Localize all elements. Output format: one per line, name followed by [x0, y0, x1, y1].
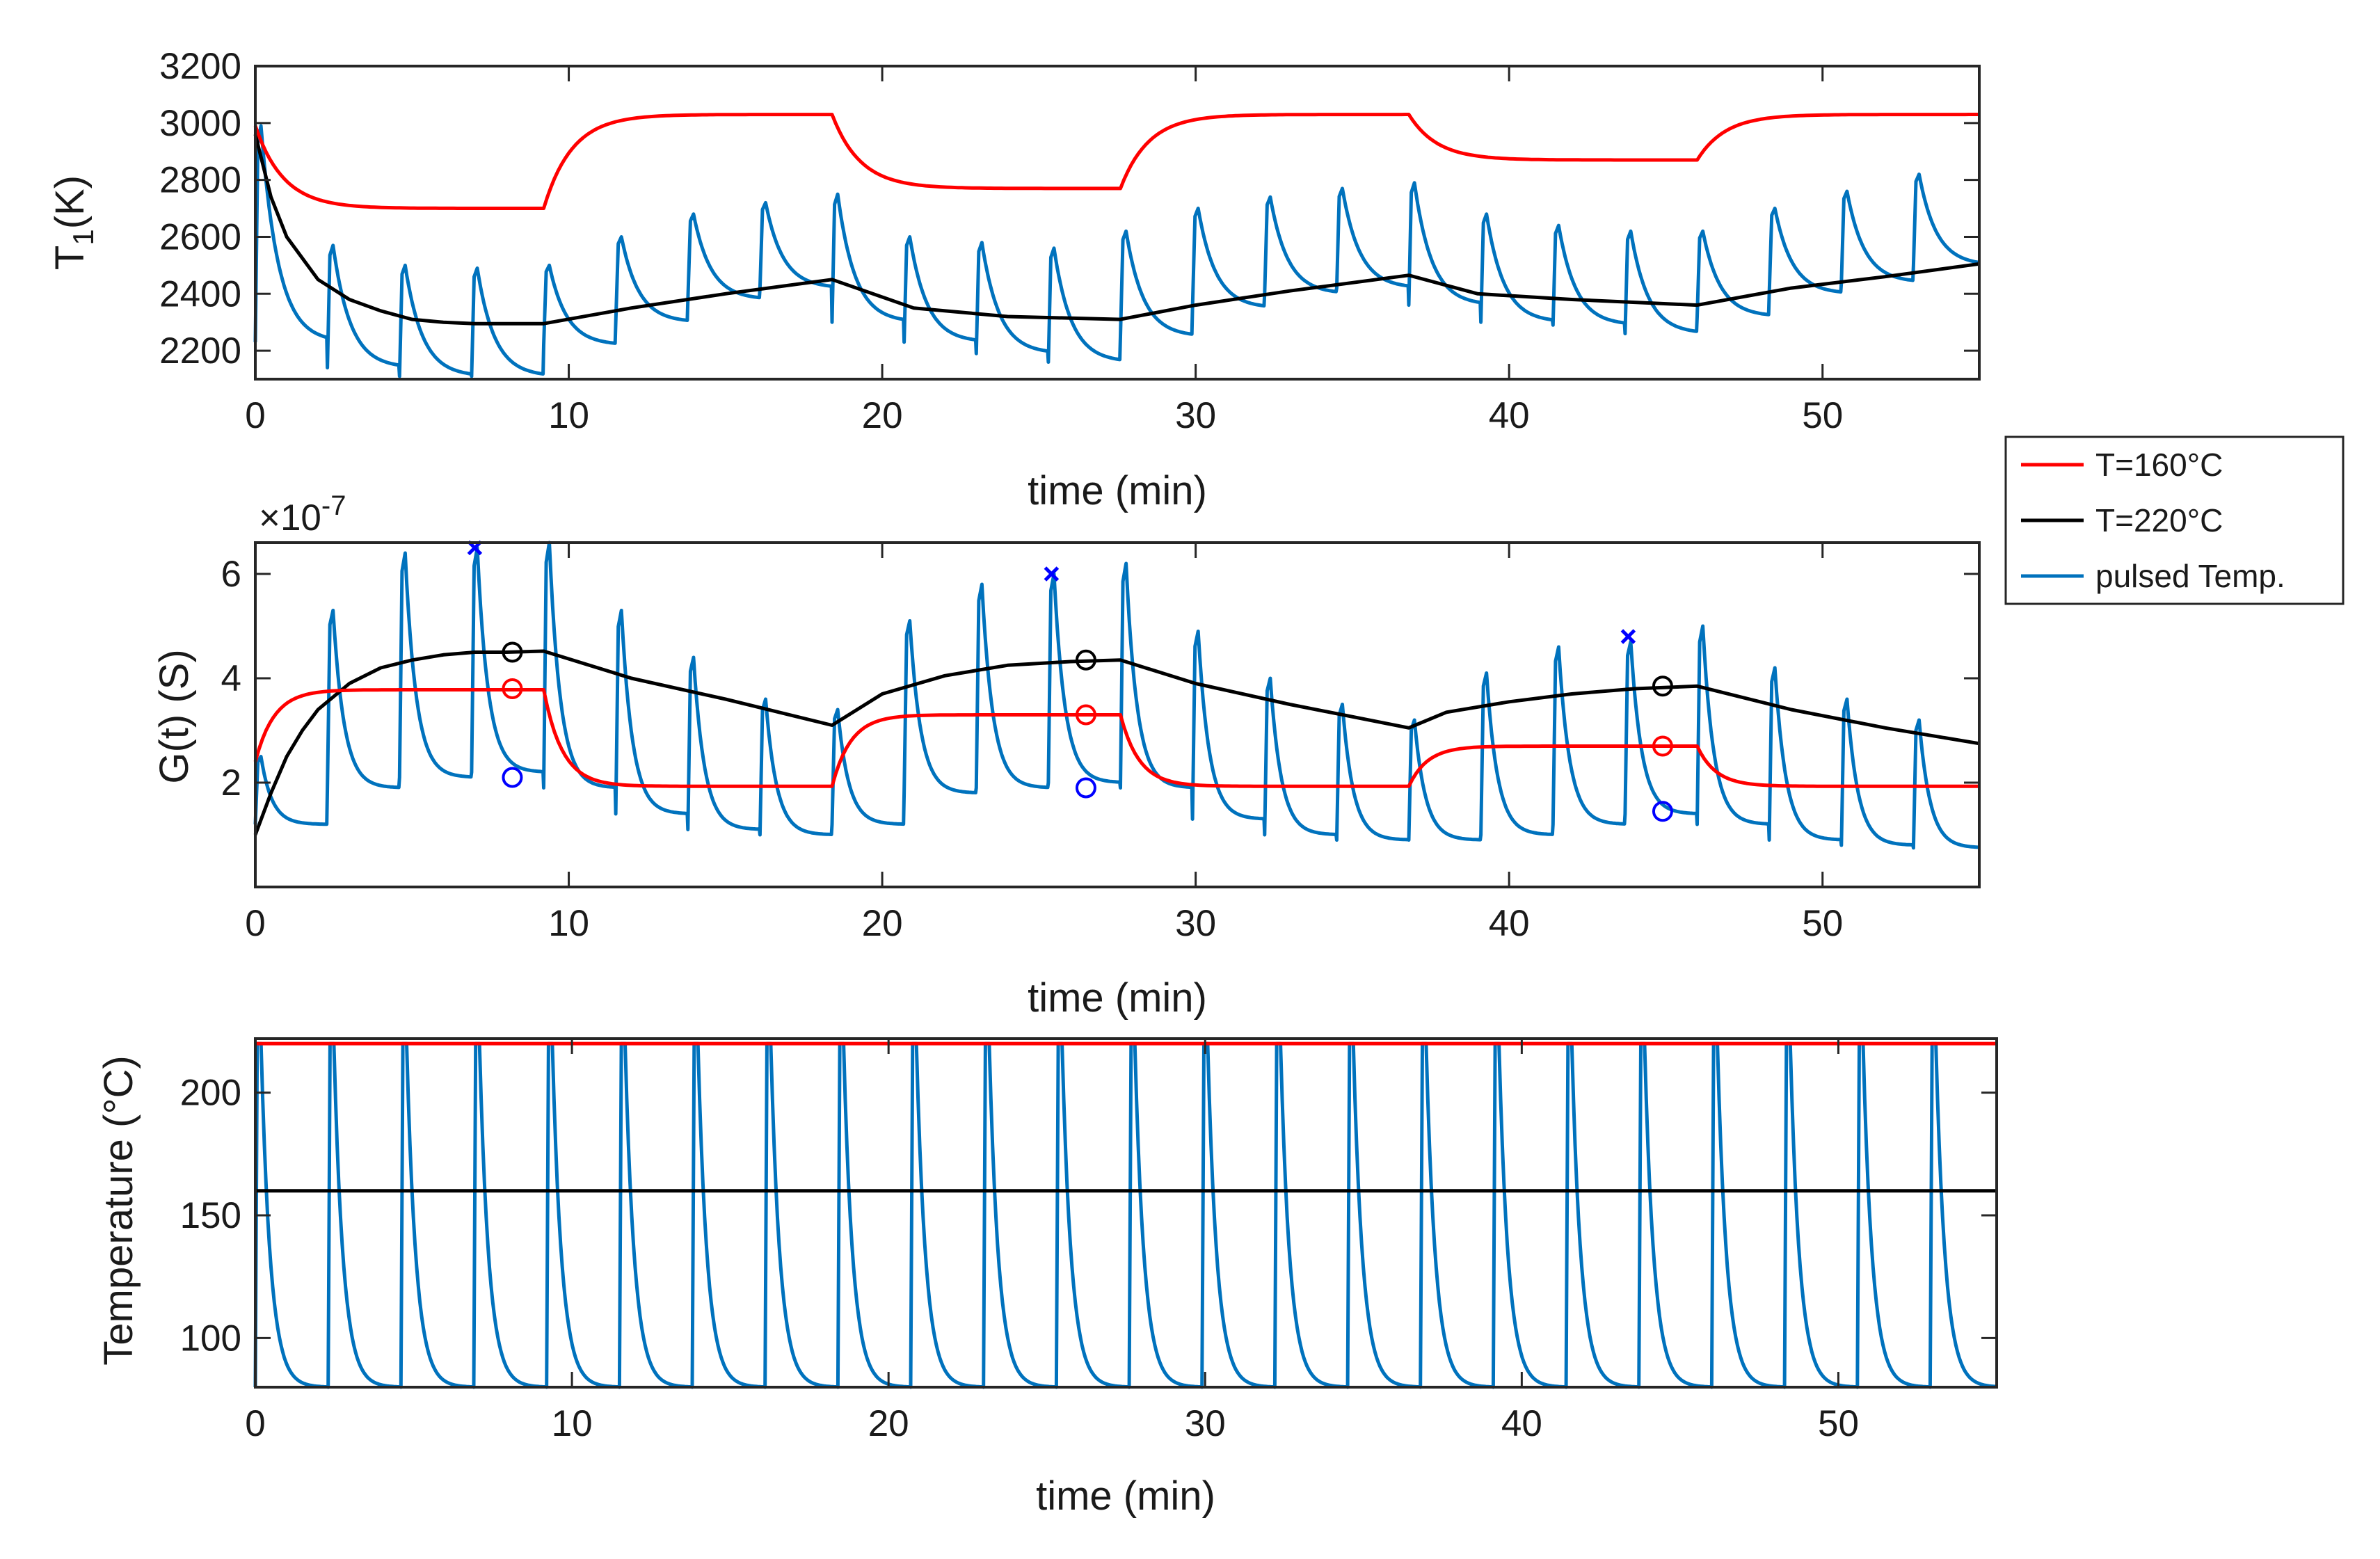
marker-circle [1652, 801, 1673, 822]
panel-temp-xlabel: time (min) [1036, 1473, 1215, 1519]
panel-g-series [253, 540, 1980, 850]
panel-temp-axes [254, 1037, 1998, 1389]
y-tick-label: 150 [180, 1195, 241, 1236]
marker-circle [1075, 649, 1096, 671]
panel-g-xlabel: time (min) [1028, 975, 1207, 1021]
y-tick-label: 2600 [159, 216, 241, 257]
y-tick-label: 2 [221, 762, 241, 804]
series-pulsed-temp [253, 1041, 1996, 1389]
x-tick-label: 20 [862, 903, 903, 944]
panel-g-ylabel: G(t) (S) [152, 649, 197, 783]
legend-entry-pulsed: pulsed Temp. [2021, 558, 2285, 594]
panel-t1: 0 10 20 30 40 50 2200 2400 2600 2800 3000 3200 T1(K… [47, 46, 1981, 513]
x-tick-label: 30 [1175, 903, 1216, 944]
legend-label-pulsed: pulsed Temp. [2095, 558, 2285, 594]
x-tick-label: 50 [1818, 1403, 1859, 1444]
panel-t1-ticks: 0 10 20 30 40 50 2200 2400 2600 2800 3000 3200 [159, 46, 1979, 436]
marker-circle [1652, 675, 1673, 697]
series-220c [253, 649, 1980, 836]
legend: T=160°C T=220°C pulsed Temp. [2004, 435, 2345, 605]
y-tick-label: 100 [180, 1318, 241, 1359]
x-tick-label: 40 [1501, 1403, 1542, 1444]
panel-g-axes [254, 541, 1981, 888]
marker-circle [1652, 735, 1673, 757]
x-tick-label: 20 [862, 395, 903, 436]
panel-temp-ylabel: Temperature (°C) [96, 1055, 141, 1365]
marker-circle [502, 678, 523, 699]
series-pulsed-temp [253, 124, 1979, 378]
y-tick-label: 200 [180, 1073, 241, 1114]
x-tick-label: 40 [1489, 395, 1530, 436]
legend-label-220: T=220°C [2095, 502, 2223, 538]
legend-entry-220: T=220°C [2021, 502, 2223, 538]
x-tick-label: 10 [548, 903, 589, 944]
series-pulsed-temp [253, 541, 1979, 850]
y-tick-label: 3200 [159, 46, 241, 87]
x-tick-label: 20 [868, 1403, 909, 1444]
series-160c [253, 688, 1979, 788]
panel-temp-series [253, 1041, 1997, 1389]
series-220c [253, 134, 1980, 326]
x-tick-label: 30 [1185, 1403, 1226, 1444]
panel-g-ticks: 0 10 20 30 40 50 2 4 6 [221, 543, 1979, 944]
x-tick-label: 0 [245, 1403, 265, 1444]
panel-g: 0 10 20 30 40 50 2 4 6 ×10-7 G(t) (S) time (min) [152, 490, 1981, 1021]
panel-temp-ticks: 0 10 20 30 40 50 100 150 200 [180, 1039, 1997, 1444]
legend-label-160: T=160°C [2095, 447, 2223, 483]
panel-temp: 0 10 20 30 40 50 100 150 200 Temperature (°C) ti… [96, 1037, 1998, 1519]
y-tick-label: 3000 [159, 103, 241, 144]
marker-circle [502, 641, 523, 663]
x-tick-label: 30 [1175, 395, 1216, 436]
marker-cross [1620, 629, 1636, 644]
x-tick-label: 50 [1802, 395, 1843, 436]
x-tick-label: 40 [1489, 903, 1530, 944]
marker-circle [502, 767, 523, 788]
y-tick-label: 4 [221, 658, 241, 699]
y-tick-label: 2200 [159, 330, 241, 371]
x-tick-label: 0 [245, 903, 265, 944]
marker-circle [1075, 777, 1096, 799]
y-tick-label: 6 [221, 554, 241, 595]
panel-t1-series [253, 113, 1980, 378]
legend-entry-160: T=160°C [2021, 447, 2223, 483]
panel-t1-ylabel: T1(K) [47, 175, 99, 270]
x-tick-label: 50 [1802, 903, 1843, 944]
panel-t1-axes [254, 65, 1981, 381]
marker-cross [1044, 566, 1060, 582]
x-tick-label: 10 [552, 1403, 593, 1444]
x-tick-label: 10 [548, 395, 589, 436]
series-160c [253, 113, 1979, 210]
panel-g-exponent: ×10-7 [259, 490, 346, 538]
x-tick-label: 0 [245, 395, 265, 436]
marker-circle [1075, 704, 1096, 726]
panel-t1-xlabel: time (min) [1028, 468, 1207, 513]
y-tick-label: 2400 [159, 273, 241, 314]
y-tick-label: 2800 [159, 160, 241, 201]
